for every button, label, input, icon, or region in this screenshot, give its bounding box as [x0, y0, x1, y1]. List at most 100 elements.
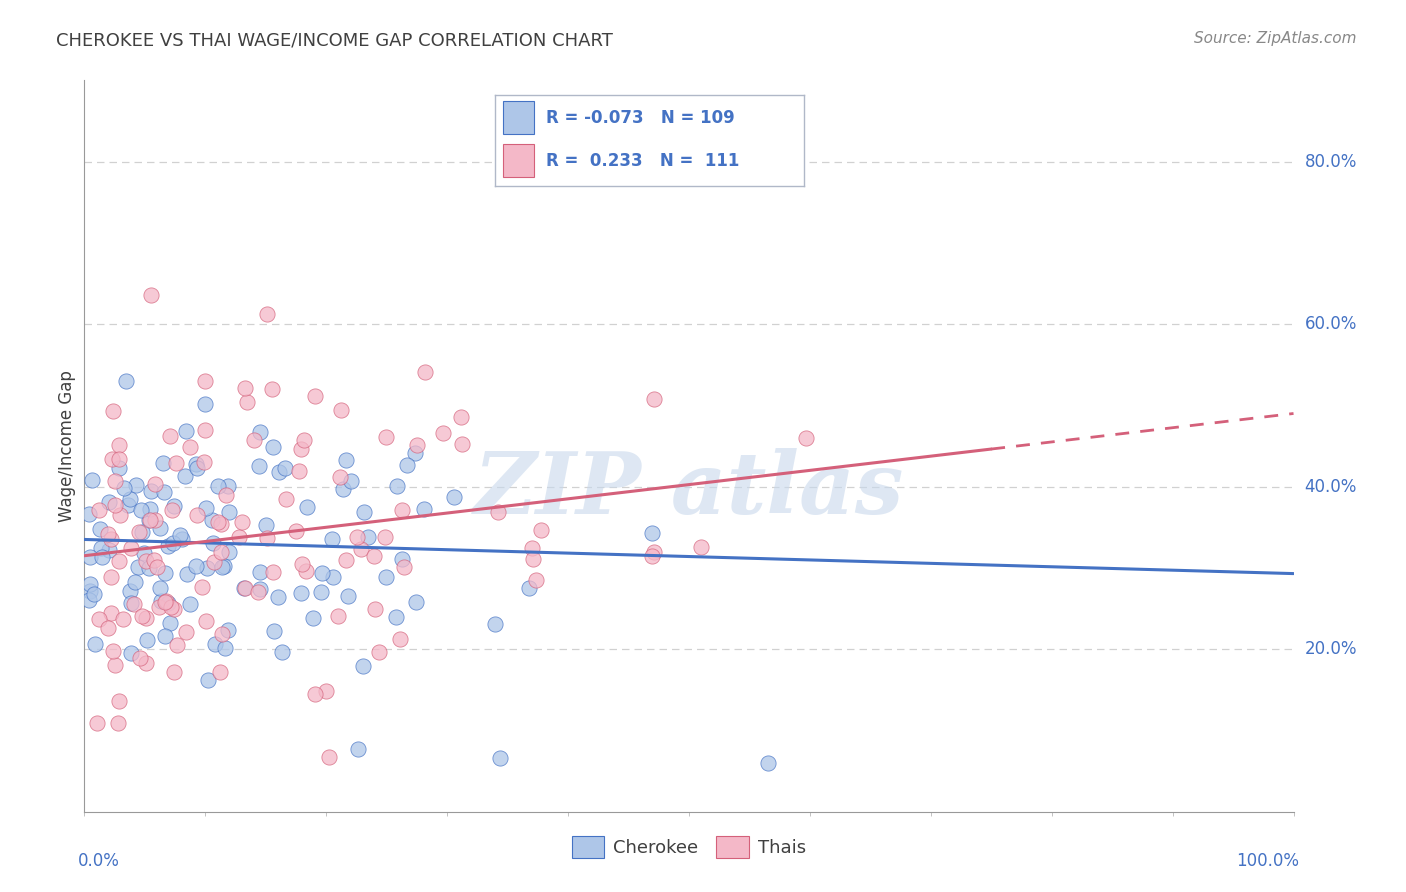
Point: [143, 477, 166, 491]
Point: [136, 633, 159, 648]
Point: [186, 461, 208, 475]
Point: [83, 586, 105, 600]
Point: [155, 594, 177, 608]
Point: [193, 454, 215, 468]
Point: [246, 585, 269, 599]
Text: 40.0%: 40.0%: [1305, 477, 1357, 496]
Point: [332, 483, 354, 497]
Point: [295, 564, 318, 578]
Point: [100, 533, 122, 547]
Point: [520, 541, 543, 556]
Point: [186, 508, 208, 522]
Point: [108, 460, 131, 475]
Point: [139, 484, 162, 499]
Point: [318, 750, 340, 764]
Y-axis label: Wage/Income Gap: Wage/Income Gap: [58, 370, 76, 522]
Point: [120, 646, 142, 660]
Point: [262, 440, 284, 454]
Point: [122, 597, 145, 611]
Point: [364, 601, 387, 615]
Point: [108, 452, 131, 467]
Point: [405, 438, 427, 452]
Point: [321, 533, 343, 547]
Point: [135, 611, 157, 625]
Point: [451, 437, 474, 451]
Point: [389, 632, 412, 646]
Point: [249, 565, 271, 579]
Point: [347, 742, 370, 756]
Point: [184, 558, 207, 573]
Point: [231, 515, 253, 529]
Point: [97, 527, 120, 541]
Point: [172, 533, 194, 547]
Point: [363, 549, 385, 563]
Point: [163, 499, 186, 513]
Point: [145, 560, 167, 574]
Point: [204, 637, 226, 651]
Point: [367, 645, 389, 659]
Point: [249, 425, 271, 439]
Point: [522, 552, 544, 566]
Point: [127, 559, 149, 574]
Point: [218, 544, 240, 558]
Point: [405, 595, 427, 609]
Point: [157, 539, 180, 553]
Point: [233, 582, 256, 596]
Point: [641, 525, 664, 540]
Point: [90, 549, 112, 564]
Point: [186, 457, 208, 471]
Point: [131, 608, 153, 623]
Point: [152, 456, 174, 470]
Point: [120, 541, 142, 555]
Point: [131, 525, 153, 540]
Point: [217, 623, 239, 637]
Point: [143, 513, 166, 527]
Point: [274, 492, 297, 507]
Point: [304, 687, 326, 701]
Text: ZIP atlas: ZIP atlas: [474, 448, 904, 532]
Point: [148, 600, 170, 615]
Point: [304, 389, 326, 403]
Point: [153, 484, 176, 499]
Point: [115, 374, 138, 388]
Point: [315, 683, 337, 698]
Point: [256, 307, 278, 321]
Text: 60.0%: 60.0%: [1305, 315, 1357, 333]
Text: 80.0%: 80.0%: [1305, 153, 1357, 170]
Point: [233, 381, 256, 395]
Point: [391, 551, 413, 566]
Point: [209, 517, 232, 532]
Point: [214, 640, 236, 655]
Point: [77, 507, 100, 521]
Text: 20.0%: 20.0%: [1305, 640, 1357, 658]
Point: [162, 503, 184, 517]
Point: [209, 665, 232, 679]
Point: [83, 638, 105, 652]
Point: [391, 503, 413, 517]
Point: [322, 570, 344, 584]
Point: [350, 541, 373, 556]
Point: [337, 589, 360, 603]
Point: [274, 460, 297, 475]
Point: [79, 593, 101, 607]
Point: [207, 515, 229, 529]
Point: [155, 629, 177, 643]
Point: [101, 451, 124, 466]
Point: [484, 616, 506, 631]
Point: [107, 437, 129, 451]
Point: [302, 611, 325, 625]
Point: [124, 575, 146, 590]
Point: [228, 531, 250, 545]
Point: [486, 505, 509, 519]
Point: [163, 602, 186, 616]
Point: [194, 374, 217, 388]
Point: [387, 479, 409, 493]
Point: [89, 503, 111, 517]
Point: [346, 530, 368, 544]
Point: [176, 566, 198, 581]
Point: [162, 536, 184, 550]
Point: [194, 423, 217, 437]
Point: [197, 561, 219, 575]
Text: 100.0%: 100.0%: [1236, 852, 1299, 870]
Point: [159, 429, 181, 443]
